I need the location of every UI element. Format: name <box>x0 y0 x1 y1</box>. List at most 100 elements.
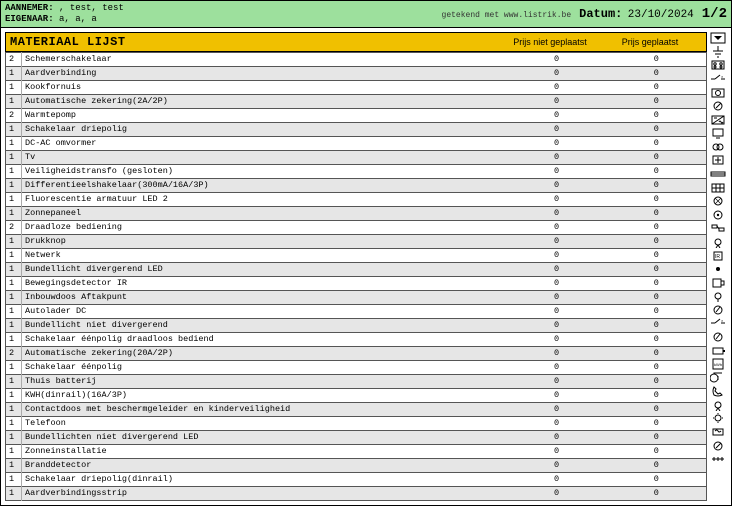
table-row: 1KWH(dinrail)(16A/3P)00 <box>6 388 707 402</box>
cell-desc: Tv <box>22 150 507 164</box>
cell-price1: 0 <box>507 486 607 500</box>
svg-text:×: × <box>721 74 724 79</box>
col-price1: Prijs niet geplaatst <box>500 37 600 47</box>
cell-price1: 0 <box>507 402 607 416</box>
cell-price2: 0 <box>607 122 707 136</box>
cell-qty: 1 <box>6 150 22 164</box>
push-icon <box>709 208 727 221</box>
cell-price1: 0 <box>507 52 607 66</box>
table-row: 1Bundellicht divergerend LED00 <box>6 262 707 276</box>
cell-desc: Telefoon <box>22 416 507 430</box>
table-row: 1Differentieelshakelaar(300mA/16A/3P)00 <box>6 178 707 192</box>
smoke-icon <box>709 425 727 438</box>
cell-price1: 0 <box>507 458 607 472</box>
cell-desc: Inbouwdoos Aftakpunt <box>22 290 507 304</box>
cell-price1: 0 <box>507 164 607 178</box>
ledspot2-icon <box>709 398 727 411</box>
col-price2: Prijs geplaatst <box>600 37 700 47</box>
sw-wireless-icon <box>709 303 727 316</box>
cell-price1: 0 <box>507 150 607 164</box>
table-row: 1Aardverbinding00 <box>6 66 707 80</box>
cell-price1: 0 <box>507 318 607 332</box>
cell-price2: 0 <box>607 52 707 66</box>
cell-desc: Differentieelshakelaar(300mA/16A/3P) <box>22 178 507 192</box>
cell-price2: 0 <box>607 430 707 444</box>
cell-qty: 1 <box>6 458 22 472</box>
cell-price1: 0 <box>507 234 607 248</box>
cell-desc: Aardverbindingsstrip <box>22 486 507 500</box>
cell-qty: 1 <box>6 318 22 332</box>
switch3-icon <box>709 99 727 112</box>
transfo-icon <box>709 140 727 153</box>
kwh-icon: kWh <box>709 357 727 370</box>
svg-text:×: × <box>721 318 724 323</box>
cooktop-icon <box>709 59 727 72</box>
table-row: 1Veiligheidstransfo (gesloten)00 <box>6 164 707 178</box>
cell-price1: 0 <box>507 192 607 206</box>
cell-price1: 0 <box>507 332 607 346</box>
table-row: 1Schakelaar éénpolig00 <box>6 360 707 374</box>
cell-qty: 2 <box>6 108 22 122</box>
table-row: 1Bundellichten niet divergerend LED00 <box>6 430 707 444</box>
cell-qty: 1 <box>6 360 22 374</box>
cell-price1: 0 <box>507 444 607 458</box>
table-row: 1Contactdoos met beschermgeleider en kin… <box>6 402 707 416</box>
cell-qty: 2 <box>6 52 22 66</box>
cell-desc: Bundellicht niet divergerend <box>22 318 507 332</box>
cell-price2: 0 <box>607 486 707 500</box>
cell-price2: 0 <box>607 136 707 150</box>
cell-qty: 1 <box>6 332 22 346</box>
table-row: 1Tv00 <box>6 150 707 164</box>
cell-qty: 1 <box>6 416 22 430</box>
ground-icon <box>709 45 727 58</box>
icon-column: ×IR×kWh <box>709 28 731 505</box>
cell-desc: KWH(dinrail)(16A/3P) <box>22 388 507 402</box>
spot-icon <box>709 290 727 303</box>
table-row: 1Zonnepaneel00 <box>6 206 707 220</box>
table-row: 1Telefoon00 <box>6 416 707 430</box>
signature: getekend met www.listrik.be <box>442 11 572 20</box>
cell-qty: 1 <box>6 178 22 192</box>
cell-qty: 1 <box>6 388 22 402</box>
eigenaar-label: EIGENAAR: <box>5 14 54 24</box>
table-row: 1Branddetector00 <box>6 458 707 472</box>
cell-price2: 0 <box>607 472 707 486</box>
cell-desc: Thuis batterij <box>22 374 507 388</box>
table-row: 1Bundellicht niet divergerend00 <box>6 318 707 332</box>
cell-qty: 1 <box>6 248 22 262</box>
cell-qty: 1 <box>6 136 22 150</box>
cell-desc: Zonneinstallatie <box>22 444 507 458</box>
material-table: 2Schemerschakelaar001Aardverbinding001Ko… <box>5 52 707 501</box>
cell-qty: 1 <box>6 444 22 458</box>
groundstrip-icon <box>709 453 727 466</box>
table-row: 1Drukknop00 <box>6 234 707 248</box>
cell-desc: Draadloze bediening <box>22 220 507 234</box>
cell-qty: 1 <box>6 94 22 108</box>
cell-desc: Veiligheidstransfo (gesloten) <box>22 164 507 178</box>
sw1-icon <box>709 330 727 343</box>
cell-price1: 0 <box>507 290 607 304</box>
cell-price2: 0 <box>607 206 707 220</box>
table-row: 2Draadloze bediening00 <box>6 220 707 234</box>
cell-price2: 0 <box>607 360 707 374</box>
breaker2-icon: × <box>709 317 727 330</box>
cell-price2: 0 <box>607 290 707 304</box>
cell-price2: 0 <box>607 94 707 108</box>
cell-qty: 1 <box>6 486 22 500</box>
cell-price2: 0 <box>607 178 707 192</box>
cell-price1: 0 <box>507 374 607 388</box>
box-icon <box>709 262 727 275</box>
cell-desc: Schakelaar éénpolig draadloos bediend <box>22 332 507 346</box>
cell-qty: 2 <box>6 346 22 360</box>
cell-price2: 0 <box>607 388 707 402</box>
cell-desc: Schakelaar driepolig(dinrail) <box>22 472 507 486</box>
cell-price1: 0 <box>507 346 607 360</box>
cell-desc: Branddetector <box>22 458 507 472</box>
cell-qty: 1 <box>6 122 22 136</box>
cell-qty: 1 <box>6 262 22 276</box>
cell-price2: 0 <box>607 108 707 122</box>
table-wrap: MATERIAAL LIJST Prijs niet geplaatst Pri… <box>1 28 709 505</box>
cell-qty: 1 <box>6 374 22 388</box>
cell-qty: 1 <box>6 80 22 94</box>
cell-qty: 1 <box>6 430 22 444</box>
